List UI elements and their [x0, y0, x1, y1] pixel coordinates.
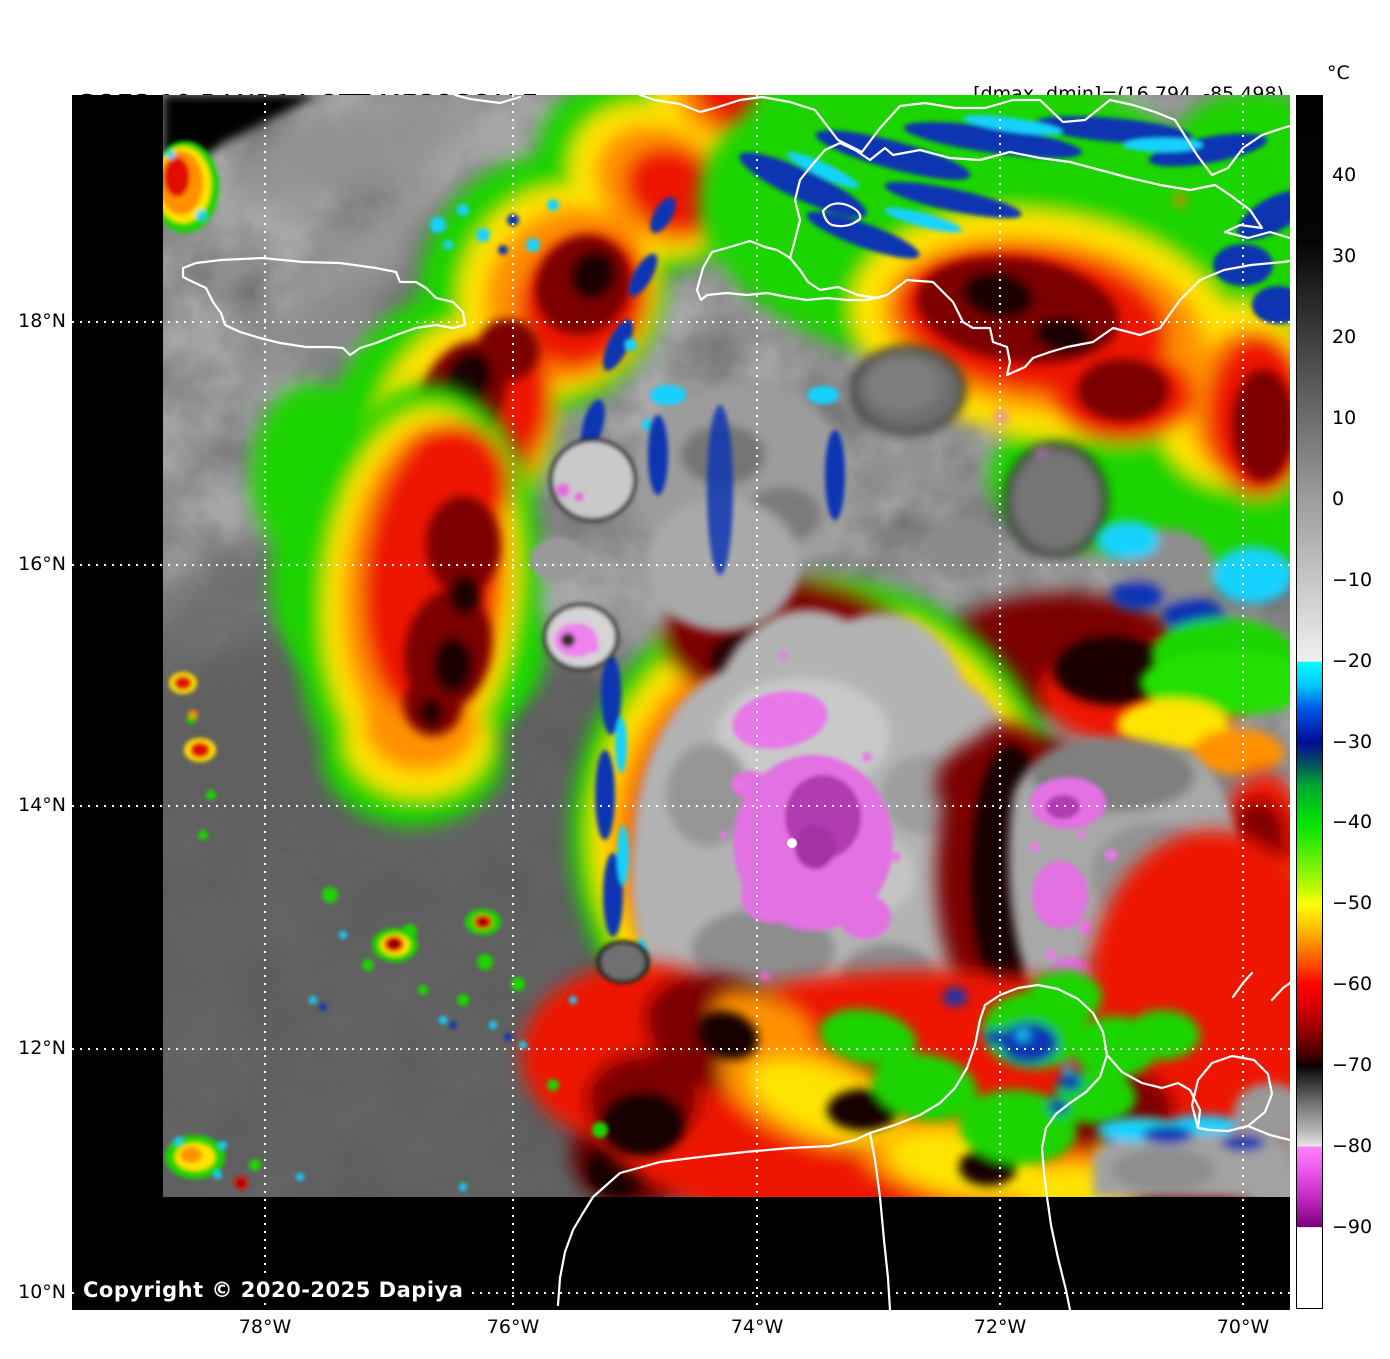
bottom-right-gray-shield: [1093, 1083, 1290, 1197]
coastlines: [181, 95, 1290, 1310]
scattered-small-cells: [296, 887, 608, 1191]
lon-label-78w: 78°W: [238, 1316, 292, 1338]
north-cold-gray-shield: [636, 383, 850, 632]
coastline-venezuela-gulf: [1105, 1053, 1202, 1130]
map-overlay-grid-coastlines: [72, 95, 1290, 1310]
coastline-gonave-island: [821, 202, 862, 228]
coastline-hispaniola-south: [695, 239, 1290, 377]
bottom-band-details: [602, 970, 1200, 1186]
cb-tick-30: 30: [1332, 245, 1357, 267]
coastline-venezuela-east: [1246, 1124, 1290, 1142]
cb-tick-m50: −50: [1332, 892, 1373, 914]
lon-label-74w: 74°W: [730, 1316, 784, 1338]
coastline-haiti-west-north: [788, 141, 1290, 260]
storm-left-middle-cores: [404, 496, 500, 736]
cb-tick-m20: −20: [1332, 650, 1373, 672]
satellite-map-panel: Copyright © 2020-2025 Dapiya: [72, 95, 1290, 1310]
temperature-colorbar: [1296, 95, 1323, 1309]
colorbar-unit-label: °C: [1327, 62, 1350, 84]
lon-label-72w: 72°W: [973, 1316, 1027, 1338]
coastline-jamaica: [181, 256, 467, 357]
cb-tick-m60: −60: [1332, 973, 1373, 995]
cb-tick-0: 0: [1332, 488, 1345, 510]
cold-gray-patches-top-right: [850, 345, 1108, 582]
coastline-tiburon-south: [695, 288, 889, 302]
lat-label-14n: 14°N: [18, 794, 66, 816]
convection-top-right-cores: [916, 256, 1290, 705]
cb-tick-m70: −70: [1332, 1054, 1373, 1076]
latlon-gridlines: [72, 95, 1290, 1310]
copyright-watermark: Copyright © 2020-2025 Dapiya: [77, 1277, 470, 1303]
lon-label-70w: 70°W: [1216, 1316, 1270, 1338]
lat-label-18n: 18°N: [18, 310, 66, 332]
coastline-aruba: [1231, 971, 1254, 999]
cb-tick-m80: −80: [1332, 1135, 1373, 1157]
cb-tick-m30: −30: [1332, 731, 1373, 753]
no-data-wedge: [163, 95, 318, 190]
cb-tick-m90: −90: [1332, 1216, 1373, 1238]
cb-tick-20: 20: [1332, 326, 1357, 348]
coastline-curacao: [1270, 981, 1290, 1002]
right-shield-magenta: [1030, 777, 1117, 1044]
coastline-magdalena-line: [868, 1131, 892, 1310]
lat-label-12n: 12°N: [18, 1037, 66, 1059]
satellite-ir-imagery: [163, 95, 1290, 1197]
coastline-colombia-branch: [556, 1211, 585, 1307]
lat-label-10n: 10°N: [18, 1281, 66, 1303]
north-shield-blue-rim: [648, 385, 845, 575]
lon-label-76w: 76°W: [486, 1316, 540, 1338]
coldest-pixel-white-dot: [787, 838, 797, 848]
warm-spot-in-band: [596, 940, 650, 984]
coastline-cuba: [638, 95, 1290, 177]
bright-cells-west-of-shield: [530, 438, 637, 671]
central-magenta-overshoot: [719, 651, 901, 1001]
cb-tick-40: 40: [1332, 164, 1357, 186]
coastline-south-america: [581, 983, 1109, 1310]
cb-tick-m40: −40: [1332, 811, 1373, 833]
cb-tick-10: 10: [1332, 407, 1357, 429]
left-edge-cells: [163, 141, 261, 1190]
coastline-paraguana: [1190, 1054, 1274, 1133]
lat-label-16n: 16°N: [18, 553, 66, 575]
coastline-cuba-west: [453, 95, 522, 105]
cb-tick-m10: −10: [1332, 569, 1373, 591]
